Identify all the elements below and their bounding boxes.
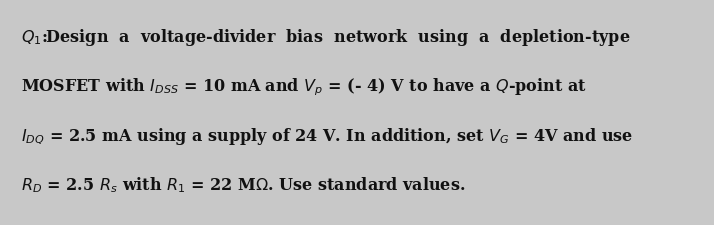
Text: $R_D$ = 2.5 $R_s$ with $R_1$ = 22 M$\Omega$. Use standard values.: $R_D$ = 2.5 $R_s$ with $R_1$ = 22 M$\Ome… (21, 176, 466, 195)
Text: MOSFET with $I_{DSS}$ = 10 mA and $V_p$ = (- 4) V to have a $Q$-point at: MOSFET with $I_{DSS}$ = 10 mA and $V_p$ … (21, 76, 587, 98)
Text: $Q_1$:Design  a  voltage-divider  bias  network  using  a  depletion-type: $Q_1$:Design a voltage-divider bias netw… (21, 27, 631, 48)
Text: $I_{DQ}$ = 2.5 mA using a supply of 24 V. In addition, set $V_G$ = 4V and use: $I_{DQ}$ = 2.5 mA using a supply of 24 V… (21, 126, 633, 147)
